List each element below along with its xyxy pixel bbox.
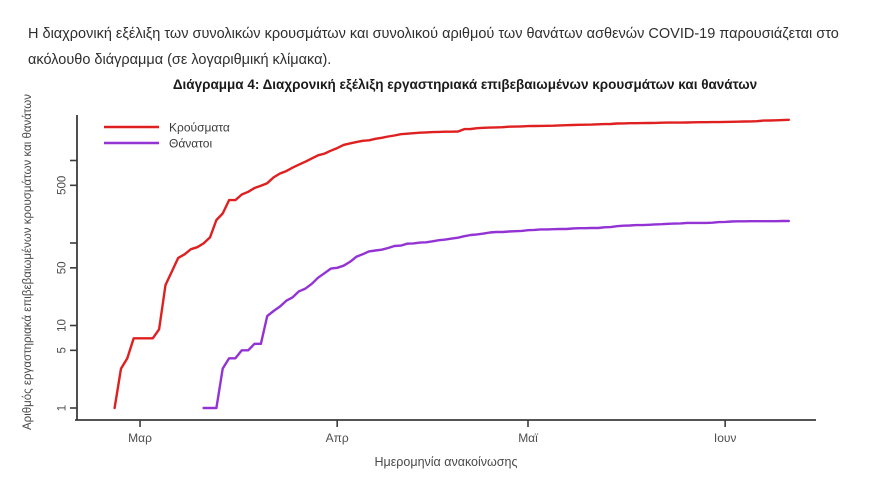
y-tick-label: 10 xyxy=(57,319,69,332)
legend-label-cases: Κρούσματα xyxy=(169,121,230,135)
covid-chart: Κρούσματα Θάνατοι Ημερομηνία ανακοίνωσης… xyxy=(22,94,816,469)
x-tick-label: Απρ xyxy=(326,431,349,445)
x-tick-label: Μαρ xyxy=(128,431,152,445)
x-tick-label: Ιουν xyxy=(714,431,737,445)
chart-title: Διάγραμμα 4: Διαχρονική εξέλιξη εργαστηρ… xyxy=(172,77,758,92)
y-tick-label: 1 xyxy=(57,405,69,411)
cases-line xyxy=(113,118,790,410)
x-axis-title: Ημερομηνία ανακοίνωσης xyxy=(375,455,518,469)
deaths-line xyxy=(202,219,790,410)
y-axis-title: Αριθμός εργαστηριακά επιβεβαιωμένων κρου… xyxy=(22,94,34,430)
y-tick-label: 5 xyxy=(57,347,69,353)
y-tick-label: 50 xyxy=(57,261,69,274)
chart-generated-layer: 1 5 10 50 500 Μαρ Απρ Μαϊ Ιουν xyxy=(57,115,816,445)
intro-paragraph: Η διαχρονική εξέλιξη των συνολικών κρουσ… xyxy=(28,25,839,68)
y-tick-label: 500 xyxy=(57,176,69,195)
x-tick-label: Μαϊ xyxy=(518,431,538,445)
legend-label-deaths: Θάνατοι xyxy=(169,137,212,151)
